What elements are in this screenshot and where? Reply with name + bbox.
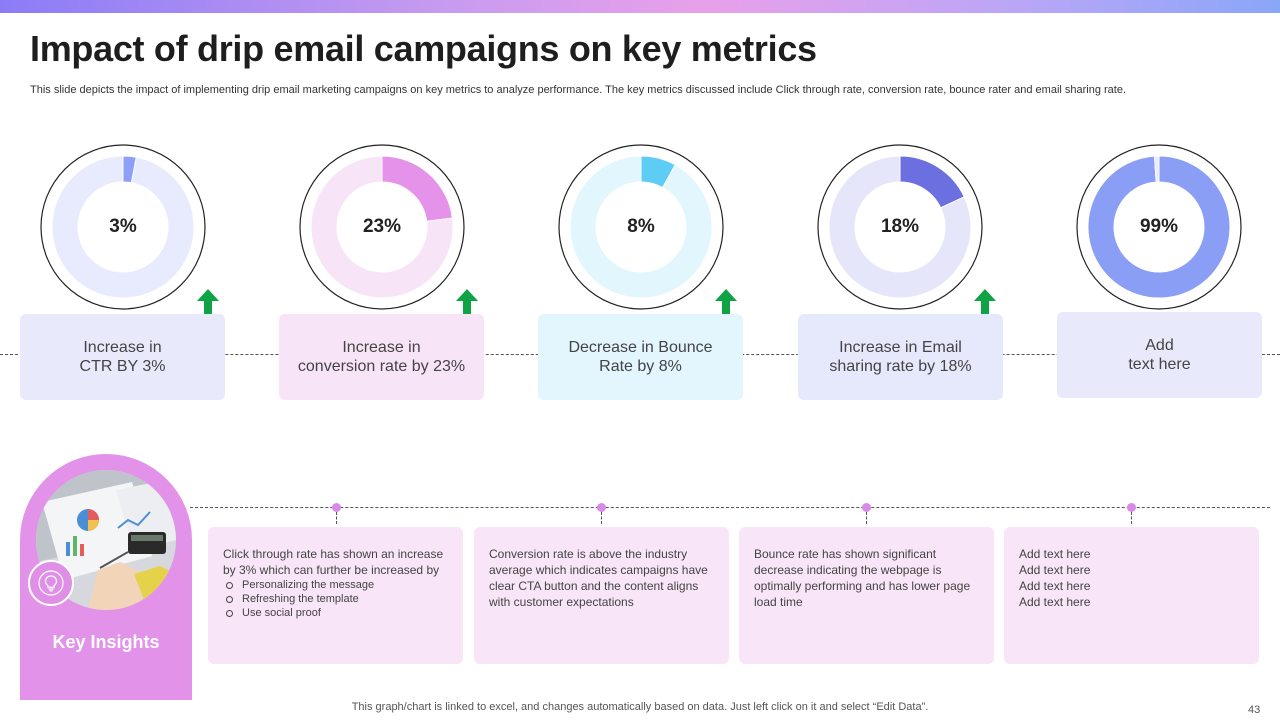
donut-value-label: 8% [627, 216, 655, 237]
donut-chart-sharing[interactable]: 18% [817, 144, 983, 310]
insights-dashed-line [190, 507, 1270, 508]
insight-card-bounce[interactable]: Bounce rate has shown significant decrea… [739, 527, 994, 664]
key-insights-title: Key Insights [52, 632, 160, 652]
metric-label: Increase in conversion rate by 23% [297, 339, 466, 375]
slide-title: Impact of drip email campaigns on key me… [30, 28, 817, 69]
donut-slice-remainder [310, 155, 454, 299]
metric-label: Increase in CTR BY 3% [79, 339, 166, 375]
donut-chart-ctr[interactable]: 3% [40, 144, 206, 310]
donut-ctr-svg [40, 144, 206, 310]
top-gradient-bar [0, 0, 1280, 13]
metric-box-add-text[interactable]: Add text here [1057, 312, 1262, 398]
insight-card-ctr[interactable]: Click through rate has shown an increase… [208, 527, 463, 664]
donut-sharing-svg [817, 144, 983, 310]
lightbulb-icon [28, 560, 74, 606]
timeline-dot [332, 503, 341, 512]
insight-text: Bounce rate has shown significant decrea… [754, 547, 971, 609]
donut-slice-remainder [1154, 155, 1160, 183]
donut-slice-value [1087, 155, 1231, 299]
insight-card-conversion[interactable]: Conversion rate is above the industry av… [474, 527, 729, 664]
donut-value-label: 23% [362, 216, 402, 237]
metric-label: Add text here [1128, 337, 1191, 373]
insight-text: Conversion rate is above the industry av… [489, 547, 708, 609]
metric-label: Increase in Email sharing rate by 18% [829, 339, 972, 375]
donut-conversion-svg [299, 144, 465, 310]
donut-slice-remainder [569, 155, 713, 299]
key-insights-panel: Key Insights [20, 454, 192, 700]
donut-chart-extra[interactable]: 99% [1076, 144, 1242, 310]
insight-text: Click through rate has shown an increase… [223, 547, 444, 577]
timeline-tick [866, 512, 867, 524]
donut-value-label: 99% [1139, 216, 1179, 237]
insight-card-add-text[interactable]: Add text here Add text here Add text her… [1004, 527, 1259, 664]
donut-slice-remainder [51, 155, 195, 299]
donut-chart-bounce[interactable]: 8% [558, 144, 724, 310]
timeline-dot [597, 503, 606, 512]
timeline-dot [1127, 503, 1136, 512]
metric-box-bounce[interactable]: Decrease in Bounce Rate by 8% [538, 314, 743, 400]
insight-bullet: Refreshing the template [226, 592, 449, 606]
metric-box-conversion[interactable]: Increase in conversion rate by 23% [279, 314, 484, 400]
insight-bullet: Personalizing the message [226, 578, 449, 592]
metric-box-ctr[interactable]: Increase in CTR BY 3% [20, 314, 225, 400]
slide-subtitle: This slide depicts the impact of impleme… [30, 84, 1127, 96]
donut-value-label: 18% [880, 216, 920, 237]
insight-bullet-list: Personalizing the message Refreshing the… [223, 578, 449, 620]
lightbulb-icon [38, 570, 64, 596]
timeline-tick [336, 512, 337, 524]
insight-bullet: Use social proof [226, 606, 449, 620]
metric-box-sharing[interactable]: Increase in Email sharing rate by 18% [798, 314, 1003, 400]
timeline-dot [862, 503, 871, 512]
analytics-photo [36, 470, 176, 610]
timeline-tick [1131, 512, 1132, 524]
analytics-illustration [36, 470, 176, 610]
donut-value-label: 3% [109, 216, 137, 237]
donut-slice-remainder [828, 155, 972, 299]
footer-note: This graph/chart is linked to excel, and… [351, 701, 929, 713]
metric-label: Decrease in Bounce Rate by 8% [568, 339, 713, 375]
donut-chart-conversion[interactable]: 23% [299, 144, 465, 310]
donut-extra-svg [1076, 144, 1242, 310]
donut-bounce-svg [558, 144, 724, 310]
timeline-tick [601, 512, 602, 524]
page-number: 43 [1248, 704, 1261, 716]
insight-text: Add text here Add text here Add text her… [1019, 547, 1091, 609]
